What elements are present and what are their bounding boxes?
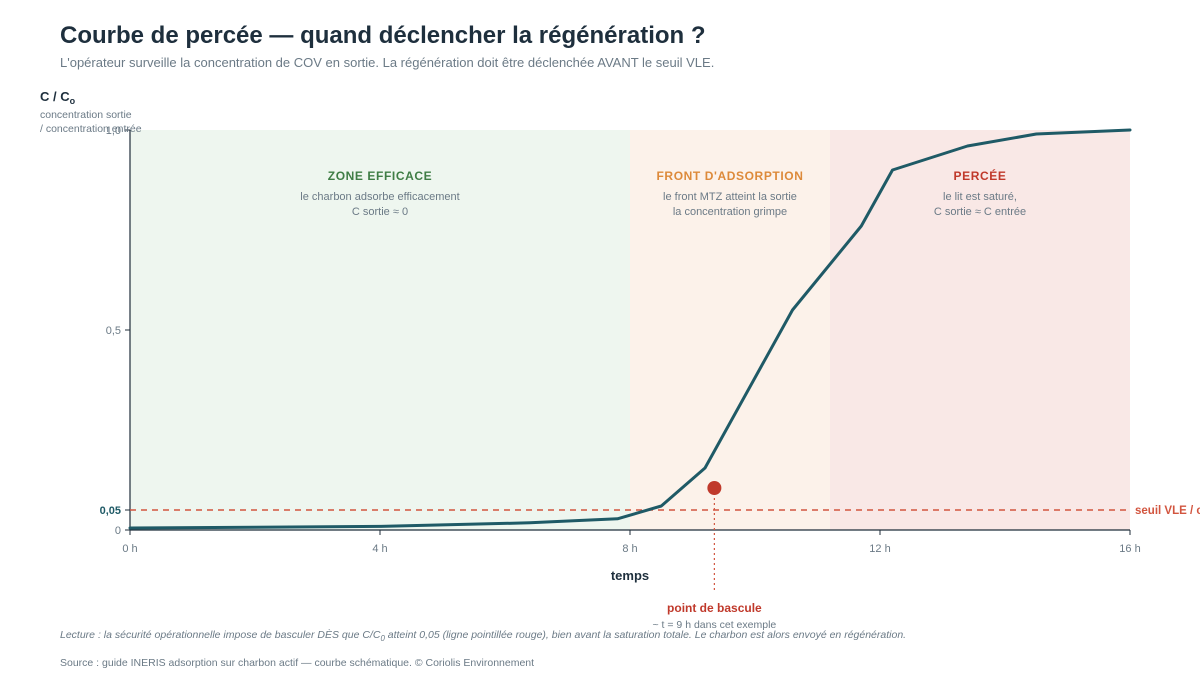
y-tick-label-3: 1,0	[106, 125, 121, 137]
chart-title: Courbe de percée — quand déclencher la r…	[60, 22, 706, 49]
chart-subtitle: L'opérateur surveille la concentration d…	[60, 55, 715, 70]
y-axis-label: C / Co	[40, 89, 76, 106]
zone-desc-0-0: le charbon adsorbe efficacement	[300, 191, 459, 203]
zone-desc-0-1: C sortie ≈ 0	[352, 206, 408, 218]
y-tick-label-0: 0	[115, 525, 121, 537]
reading-note: Lecture : la sécurité opérationnelle imp…	[60, 629, 907, 644]
zone-desc-1-1: la concentration grimpe	[673, 206, 787, 218]
zone-desc-1-0: le front MTZ atteint la sortie	[663, 191, 797, 203]
tipping-point-label: point de bascule	[667, 601, 762, 615]
zone-desc-2-0: le lit est saturé,	[943, 191, 1017, 203]
x-axis-label: temps	[611, 568, 649, 583]
x-tick-label-4: 16 h	[1119, 543, 1140, 555]
zone-band-1	[630, 130, 830, 530]
y-axis-desc-0: concentration sortie	[40, 109, 132, 121]
source-note: Source : guide INERIS adsorption sur cha…	[60, 657, 535, 669]
x-tick-label-3: 12 h	[869, 543, 890, 555]
zone-band-2	[830, 130, 1130, 530]
x-tick-label-2: 8 h	[622, 543, 637, 555]
zone-title-2: PERCÉE	[954, 168, 1007, 183]
y-axis-desc-1: / concentration entrée	[40, 123, 142, 135]
zone-band-0	[130, 130, 630, 530]
tipping-point-sublabel: ~ t = 9 h dans cet exemple	[653, 619, 777, 631]
threshold-label: seuil VLE / consigne	[1135, 505, 1200, 517]
zone-desc-2-1: C sortie ≈ C entrée	[934, 206, 1026, 218]
y-tick-label-2: 0,5	[106, 325, 121, 337]
x-tick-label-1: 4 h	[372, 543, 387, 555]
x-tick-label-0: 0 h	[122, 543, 137, 555]
breakthrough-curve	[128, 128, 1132, 530]
y-tick-label-1: 0,05	[100, 505, 121, 517]
zone-title-1: FRONT D'ADSORPTION	[657, 169, 804, 183]
tipping-point-marker	[707, 481, 722, 495]
zone-title-0: ZONE EFFICACE	[328, 169, 432, 183]
